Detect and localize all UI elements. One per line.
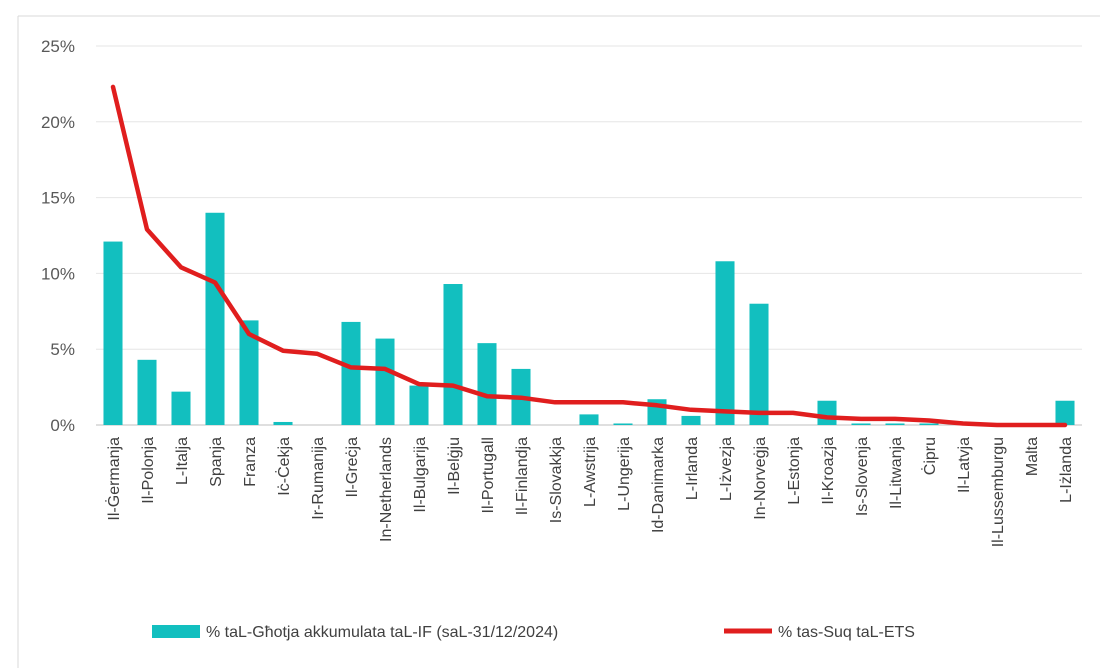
x-axis: Il-Ġermanja Il-Polonja L-Italja Spanja Franz… [103,437,1075,547]
x-tick-label: Spanja [208,437,225,487]
x-tick-label: Id-Danimarka [650,437,667,533]
x-tick-label: Is-Slovakkja [548,437,565,523]
x-tick-label: Ċipru [919,437,939,475]
y-axis: 0% 5% 10% 15% 20% 25% [41,37,75,435]
x-tick-label: Malta [1024,437,1041,476]
bar [239,320,259,425]
bar [477,343,497,425]
legend-bar-swatch [152,625,200,638]
bar [137,359,157,425]
x-tick-label: L-Iżlanda [1058,437,1075,503]
x-tick-label: In-Norveġja [752,437,769,520]
series-line [110,84,1068,428]
bar [103,241,123,425]
legend: % taL-Għotja akkumulata taL-IF (saL-31/1… [152,624,915,641]
bar [171,391,191,425]
legend-bar-label: % taL-Għotja akkumulata taL-IF (saL-31/1… [206,624,558,641]
x-tick-label: Is-Slovenja [854,437,871,516]
x-tick-label: Il-Finlandja [514,437,531,515]
bar [681,415,701,425]
x-tick-label: Il-Litwanja [888,437,905,509]
x-tick-label: Il-Lussemburgu [990,437,1007,547]
x-tick-label: Il-Ġermanja [103,437,123,521]
x-tick-label: Il-Kroazja [820,437,837,505]
x-tick-label: Franza [242,437,259,487]
legend-line-label: % tas-Suq taL-ETS [778,624,915,641]
bar [579,414,599,425]
y-tick-label: 25% [41,37,75,56]
x-tick-label: L-Ungerija [616,437,633,511]
x-tick-label: Iċ-Ċekja [273,437,293,496]
x-tick-label: In-Netherlands [378,437,395,542]
x-tick-label: L-Irlanda [684,437,701,500]
x-tick-label: L-Iżvezja [718,437,735,501]
x-tick-label: Il-Belġju [446,437,463,495]
x-tick-label: Ir-Rumanija [310,437,327,520]
bar [851,423,871,425]
y-tick-label: 20% [41,113,75,132]
bar [205,212,225,425]
y-tick-label: 0% [50,416,75,435]
bar [273,421,293,425]
x-tick-label: Il-Greċja [344,437,361,498]
bar [749,303,769,425]
line-series [110,84,1068,428]
x-tick-label: Il-Latvja [956,437,973,493]
bar [375,338,395,425]
x-tick-label: L-Italja [174,437,191,485]
y-tick-label: 15% [41,189,75,208]
y-tick-label: 5% [50,340,75,359]
bar [443,284,463,425]
x-tick-label: Il-Portugall [480,437,497,513]
y-tick-label: 10% [41,264,75,283]
bar [613,423,633,425]
x-tick-label: L-Awstrija [582,437,599,507]
x-tick-label: Il-Bulgarija [412,437,429,513]
bar [817,400,837,425]
bar [715,261,735,425]
bar [919,423,939,425]
bar [1055,400,1075,425]
bar [409,385,429,425]
bar-series [103,212,1075,425]
x-tick-label: L-Estonja [786,437,803,505]
x-tick-label: Il-Polonja [140,437,157,504]
sheet-frame [17,15,1100,668]
bar [885,423,905,425]
bar [341,321,361,425]
